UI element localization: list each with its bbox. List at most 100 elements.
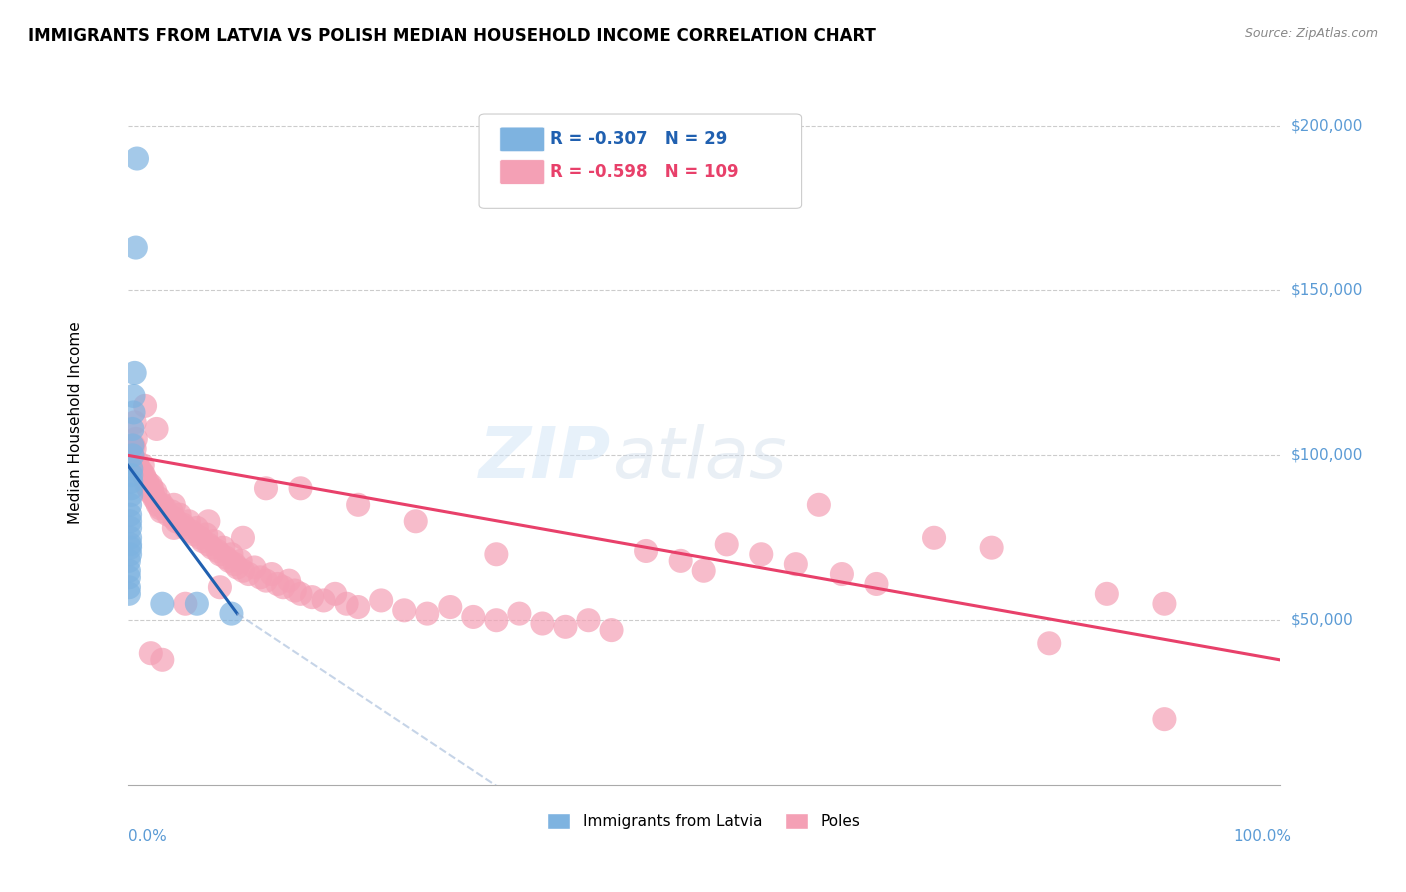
Point xyxy=(807,498,830,512)
Point xyxy=(160,504,183,518)
Point xyxy=(980,541,1002,555)
Point xyxy=(347,600,370,615)
Point xyxy=(392,603,415,617)
Point xyxy=(197,514,219,528)
Point xyxy=(347,498,370,512)
Point xyxy=(145,494,167,508)
Point xyxy=(120,508,142,522)
Point xyxy=(284,583,307,598)
Point xyxy=(243,560,266,574)
Point xyxy=(125,432,148,446)
Point xyxy=(922,531,945,545)
Point xyxy=(125,241,148,255)
Text: atlas: atlas xyxy=(612,424,786,493)
Point xyxy=(118,564,141,578)
Point xyxy=(120,547,142,561)
Point xyxy=(554,620,576,634)
Point xyxy=(142,488,165,502)
Point xyxy=(139,478,162,492)
Point xyxy=(336,597,359,611)
Point xyxy=(139,646,162,660)
Point xyxy=(212,541,235,555)
Point xyxy=(120,498,142,512)
Point xyxy=(260,567,283,582)
Point xyxy=(153,501,176,516)
Point xyxy=(865,577,887,591)
Point xyxy=(124,442,146,456)
Point xyxy=(254,481,277,495)
Point xyxy=(120,531,142,545)
Text: IMMIGRANTS FROM LATVIA VS POLISH MEDIAN HOUSEHOLD INCOME CORRELATION CHART: IMMIGRANTS FROM LATVIA VS POLISH MEDIAN … xyxy=(28,27,876,45)
Point xyxy=(136,475,159,489)
Text: Median Household Income: Median Household Income xyxy=(69,321,83,524)
Point xyxy=(669,554,692,568)
Point xyxy=(157,508,180,522)
Point xyxy=(226,560,249,574)
Point xyxy=(150,504,173,518)
Point xyxy=(254,574,277,588)
Point xyxy=(749,547,772,561)
Point xyxy=(405,514,427,528)
Point xyxy=(141,481,163,495)
Point xyxy=(148,491,170,506)
Point xyxy=(172,517,194,532)
Point xyxy=(463,610,485,624)
Point xyxy=(1153,597,1175,611)
Point xyxy=(224,557,246,571)
Point xyxy=(531,616,554,631)
Point xyxy=(232,531,254,545)
Point xyxy=(831,567,853,582)
Point xyxy=(278,574,301,588)
Point xyxy=(122,438,145,452)
Point xyxy=(174,521,197,535)
Text: $200,000: $200,000 xyxy=(1291,118,1364,133)
Point xyxy=(202,534,225,549)
Point xyxy=(122,405,145,419)
Point xyxy=(120,537,142,551)
Point xyxy=(439,600,461,615)
Point xyxy=(180,524,202,538)
Point xyxy=(1095,587,1118,601)
Point xyxy=(134,471,156,485)
Point xyxy=(636,544,658,558)
Point xyxy=(165,514,187,528)
Point xyxy=(138,481,160,495)
Point xyxy=(186,597,208,611)
Point xyxy=(266,577,288,591)
Point xyxy=(121,422,143,436)
Point xyxy=(249,570,271,584)
Point xyxy=(218,554,240,568)
Point xyxy=(120,488,142,502)
FancyBboxPatch shape xyxy=(479,114,801,209)
Point xyxy=(120,481,142,495)
Point xyxy=(578,613,600,627)
Text: 0.0%: 0.0% xyxy=(128,829,166,844)
Text: ZIP: ZIP xyxy=(479,424,612,493)
Point xyxy=(191,534,214,549)
Point xyxy=(120,475,142,489)
FancyBboxPatch shape xyxy=(499,160,544,185)
Point xyxy=(124,366,146,380)
Point xyxy=(290,587,312,601)
Point xyxy=(416,607,439,621)
Point xyxy=(485,613,508,627)
Point xyxy=(1153,712,1175,726)
Point xyxy=(124,415,146,429)
Point xyxy=(118,580,141,594)
Point xyxy=(271,580,294,594)
Point xyxy=(183,527,205,541)
Point xyxy=(135,478,157,492)
Text: R = -0.598   N = 109: R = -0.598 N = 109 xyxy=(551,163,740,181)
Point xyxy=(508,607,530,621)
Point xyxy=(134,399,156,413)
Point xyxy=(120,541,142,555)
Text: $100,000: $100,000 xyxy=(1291,448,1364,463)
Point xyxy=(118,570,141,584)
Text: Source: ZipAtlas.com: Source: ZipAtlas.com xyxy=(1244,27,1378,40)
Point xyxy=(312,593,335,607)
Point xyxy=(138,484,160,499)
Point xyxy=(150,597,173,611)
Point xyxy=(118,587,141,601)
Text: R = -0.307   N = 29: R = -0.307 N = 29 xyxy=(551,130,728,148)
Text: $50,000: $50,000 xyxy=(1291,613,1354,628)
